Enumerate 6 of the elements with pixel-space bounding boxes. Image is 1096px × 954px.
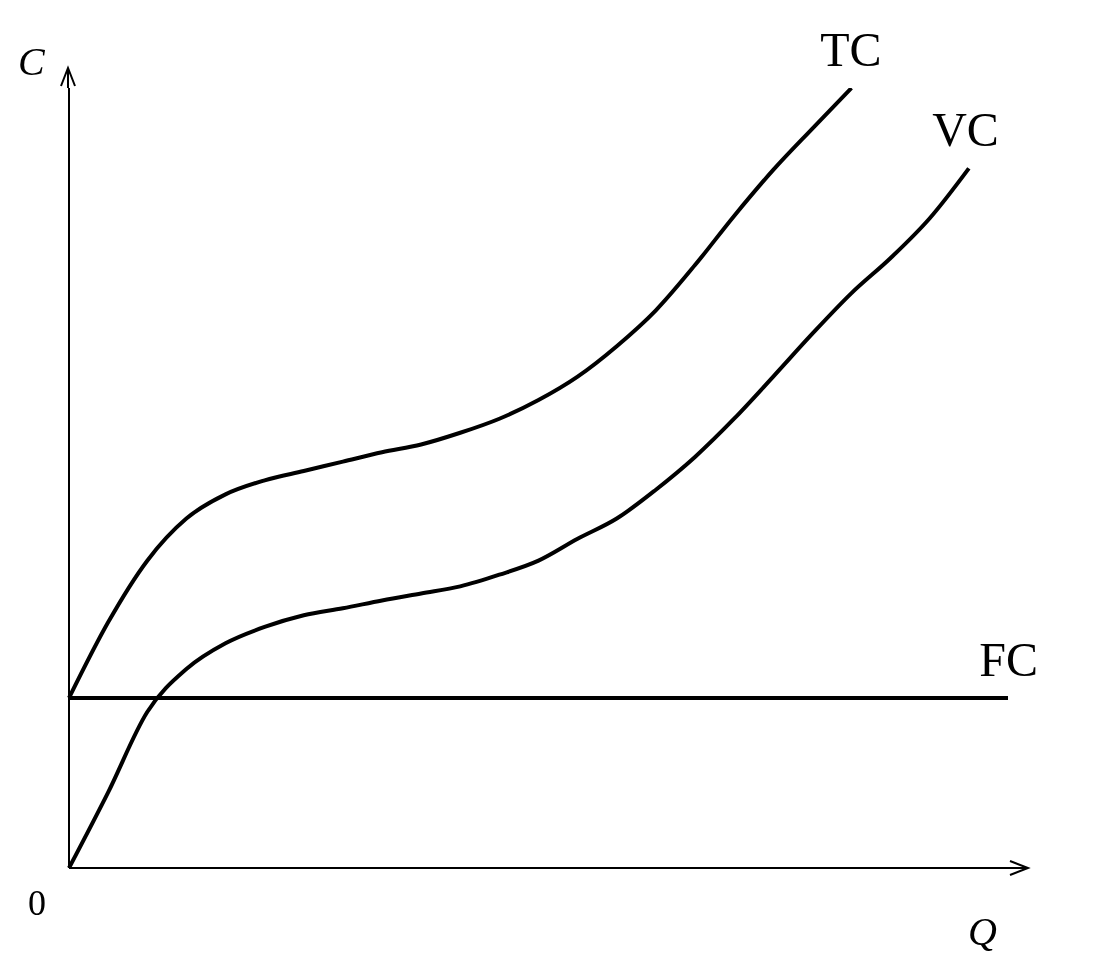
x-axis-title: Q bbox=[968, 908, 997, 954]
text: 0 bbox=[28, 882, 46, 924]
y-axis-title: C bbox=[18, 38, 45, 85]
series-label: FC bbox=[979, 632, 1038, 686]
series-label: TC bbox=[820, 23, 882, 76]
series-label: VC bbox=[932, 103, 999, 157]
